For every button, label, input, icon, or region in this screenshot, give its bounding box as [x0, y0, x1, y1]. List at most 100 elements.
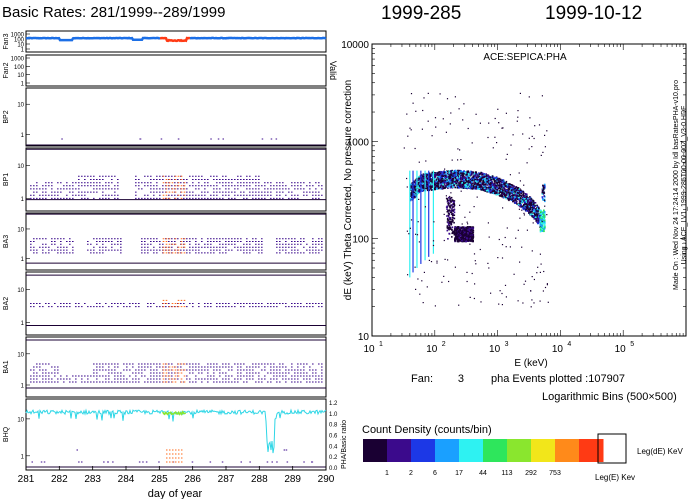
scatter-point [438, 178, 440, 181]
scatter-point [452, 175, 454, 177]
scatter-point [420, 178, 423, 180]
scatter-point [541, 193, 544, 195]
scatter-point [541, 189, 544, 192]
scatter-point [450, 222, 453, 225]
scatter-point [535, 215, 538, 217]
scatter-point [419, 182, 421, 185]
scatter-point [453, 185, 455, 187]
scatter-point [539, 223, 542, 226]
scatter-point [501, 181, 503, 184]
scatter-point [543, 195, 545, 197]
scatter-point [482, 179, 485, 182]
scatter-point [410, 191, 413, 194]
scatter-point [456, 228, 458, 230]
scatter-point [517, 116, 519, 118]
scatter-point [540, 217, 542, 220]
scatter-point [446, 170, 449, 173]
scatter-point [427, 120, 429, 122]
scatter-point [498, 238, 500, 241]
scatter-point [462, 175, 464, 177]
scatter-point [518, 172, 520, 174]
scatter-point [510, 187, 512, 190]
scatter-point [524, 197, 526, 200]
scatter-point [426, 182, 428, 184]
scatter-point [463, 240, 465, 242]
scatter-point [464, 231, 466, 234]
scatter-point [452, 179, 454, 181]
scatter-point [486, 182, 489, 185]
scatter-point [482, 175, 484, 177]
scatter-point [458, 179, 461, 182]
bhq-dots-highlight [166, 449, 183, 463]
scatter-point [444, 175, 447, 177]
scatter-point [476, 196, 478, 198]
scatter-point [544, 205, 546, 207]
scatter-point [426, 185, 428, 187]
scatter-point [447, 187, 449, 189]
scatter-point [527, 197, 529, 200]
scatter-point [446, 177, 449, 180]
scatter-point [531, 276, 533, 278]
scatter-point [468, 229, 471, 232]
scatter-point [433, 184, 436, 186]
scatter-point [455, 179, 458, 182]
scatter-point [460, 231, 463, 234]
scatter-point [525, 196, 527, 199]
scatter-point [503, 189, 506, 192]
scatter-point [527, 200, 529, 203]
scatter-point [451, 185, 453, 187]
scatter-point [447, 199, 449, 202]
scatter-point [430, 189, 433, 191]
scatter-point [461, 185, 464, 188]
scatter-point [455, 229, 458, 232]
scatter-point [425, 176, 428, 178]
scatter-point [517, 203, 520, 206]
scatter-point [420, 180, 423, 183]
scatter-point [455, 181, 457, 184]
scatter-point [429, 178, 431, 181]
scatter-point [491, 184, 494, 186]
scatter-point [520, 192, 523, 195]
scatter-point [453, 180, 455, 182]
scatter-point [519, 92, 521, 94]
scatter-point [446, 201, 449, 203]
scatter-point [468, 236, 470, 239]
scatter-point [524, 193, 527, 195]
scatter-point [459, 204, 461, 206]
scatter-point [503, 182, 506, 185]
scatter-point [499, 183, 501, 185]
scatter-point [518, 195, 520, 197]
scatter-point [513, 192, 515, 194]
scatter-point [530, 306, 532, 308]
scatter-point [511, 184, 513, 186]
ratio-tick-label: 0.8 [329, 423, 338, 429]
colorbar-tick-label: 6 [433, 470, 437, 477]
scatter-point [537, 222, 539, 225]
scatter-point [445, 180, 448, 183]
scatter-point [546, 214, 548, 216]
scatter-point [420, 188, 423, 190]
scatter-point [507, 198, 510, 201]
scatter-point [543, 217, 545, 220]
left-x-tick-label: 281 [18, 474, 35, 485]
scatter-point [442, 118, 444, 120]
scatter-y-tick-label: 10000 [341, 40, 369, 51]
scatter-x-tick-label: 10 [489, 344, 501, 355]
scatter-point [480, 173, 483, 175]
scatter-point [436, 182, 438, 185]
scatter-point [520, 200, 523, 203]
scatter-point [539, 213, 541, 215]
scatter-point [481, 173, 484, 175]
scatter-point [437, 175, 439, 178]
scatter-point [494, 177, 497, 179]
scatter-point [458, 172, 461, 175]
left-x-tick-label: 288 [251, 474, 268, 485]
scatter-point [450, 112, 452, 114]
scatter-point [505, 182, 507, 184]
scatter-point [418, 179, 420, 182]
scatter-point [517, 110, 519, 112]
scatter-point [472, 227, 474, 230]
scatter-point [496, 187, 498, 189]
panel-tick-label: 1 [21, 133, 25, 139]
